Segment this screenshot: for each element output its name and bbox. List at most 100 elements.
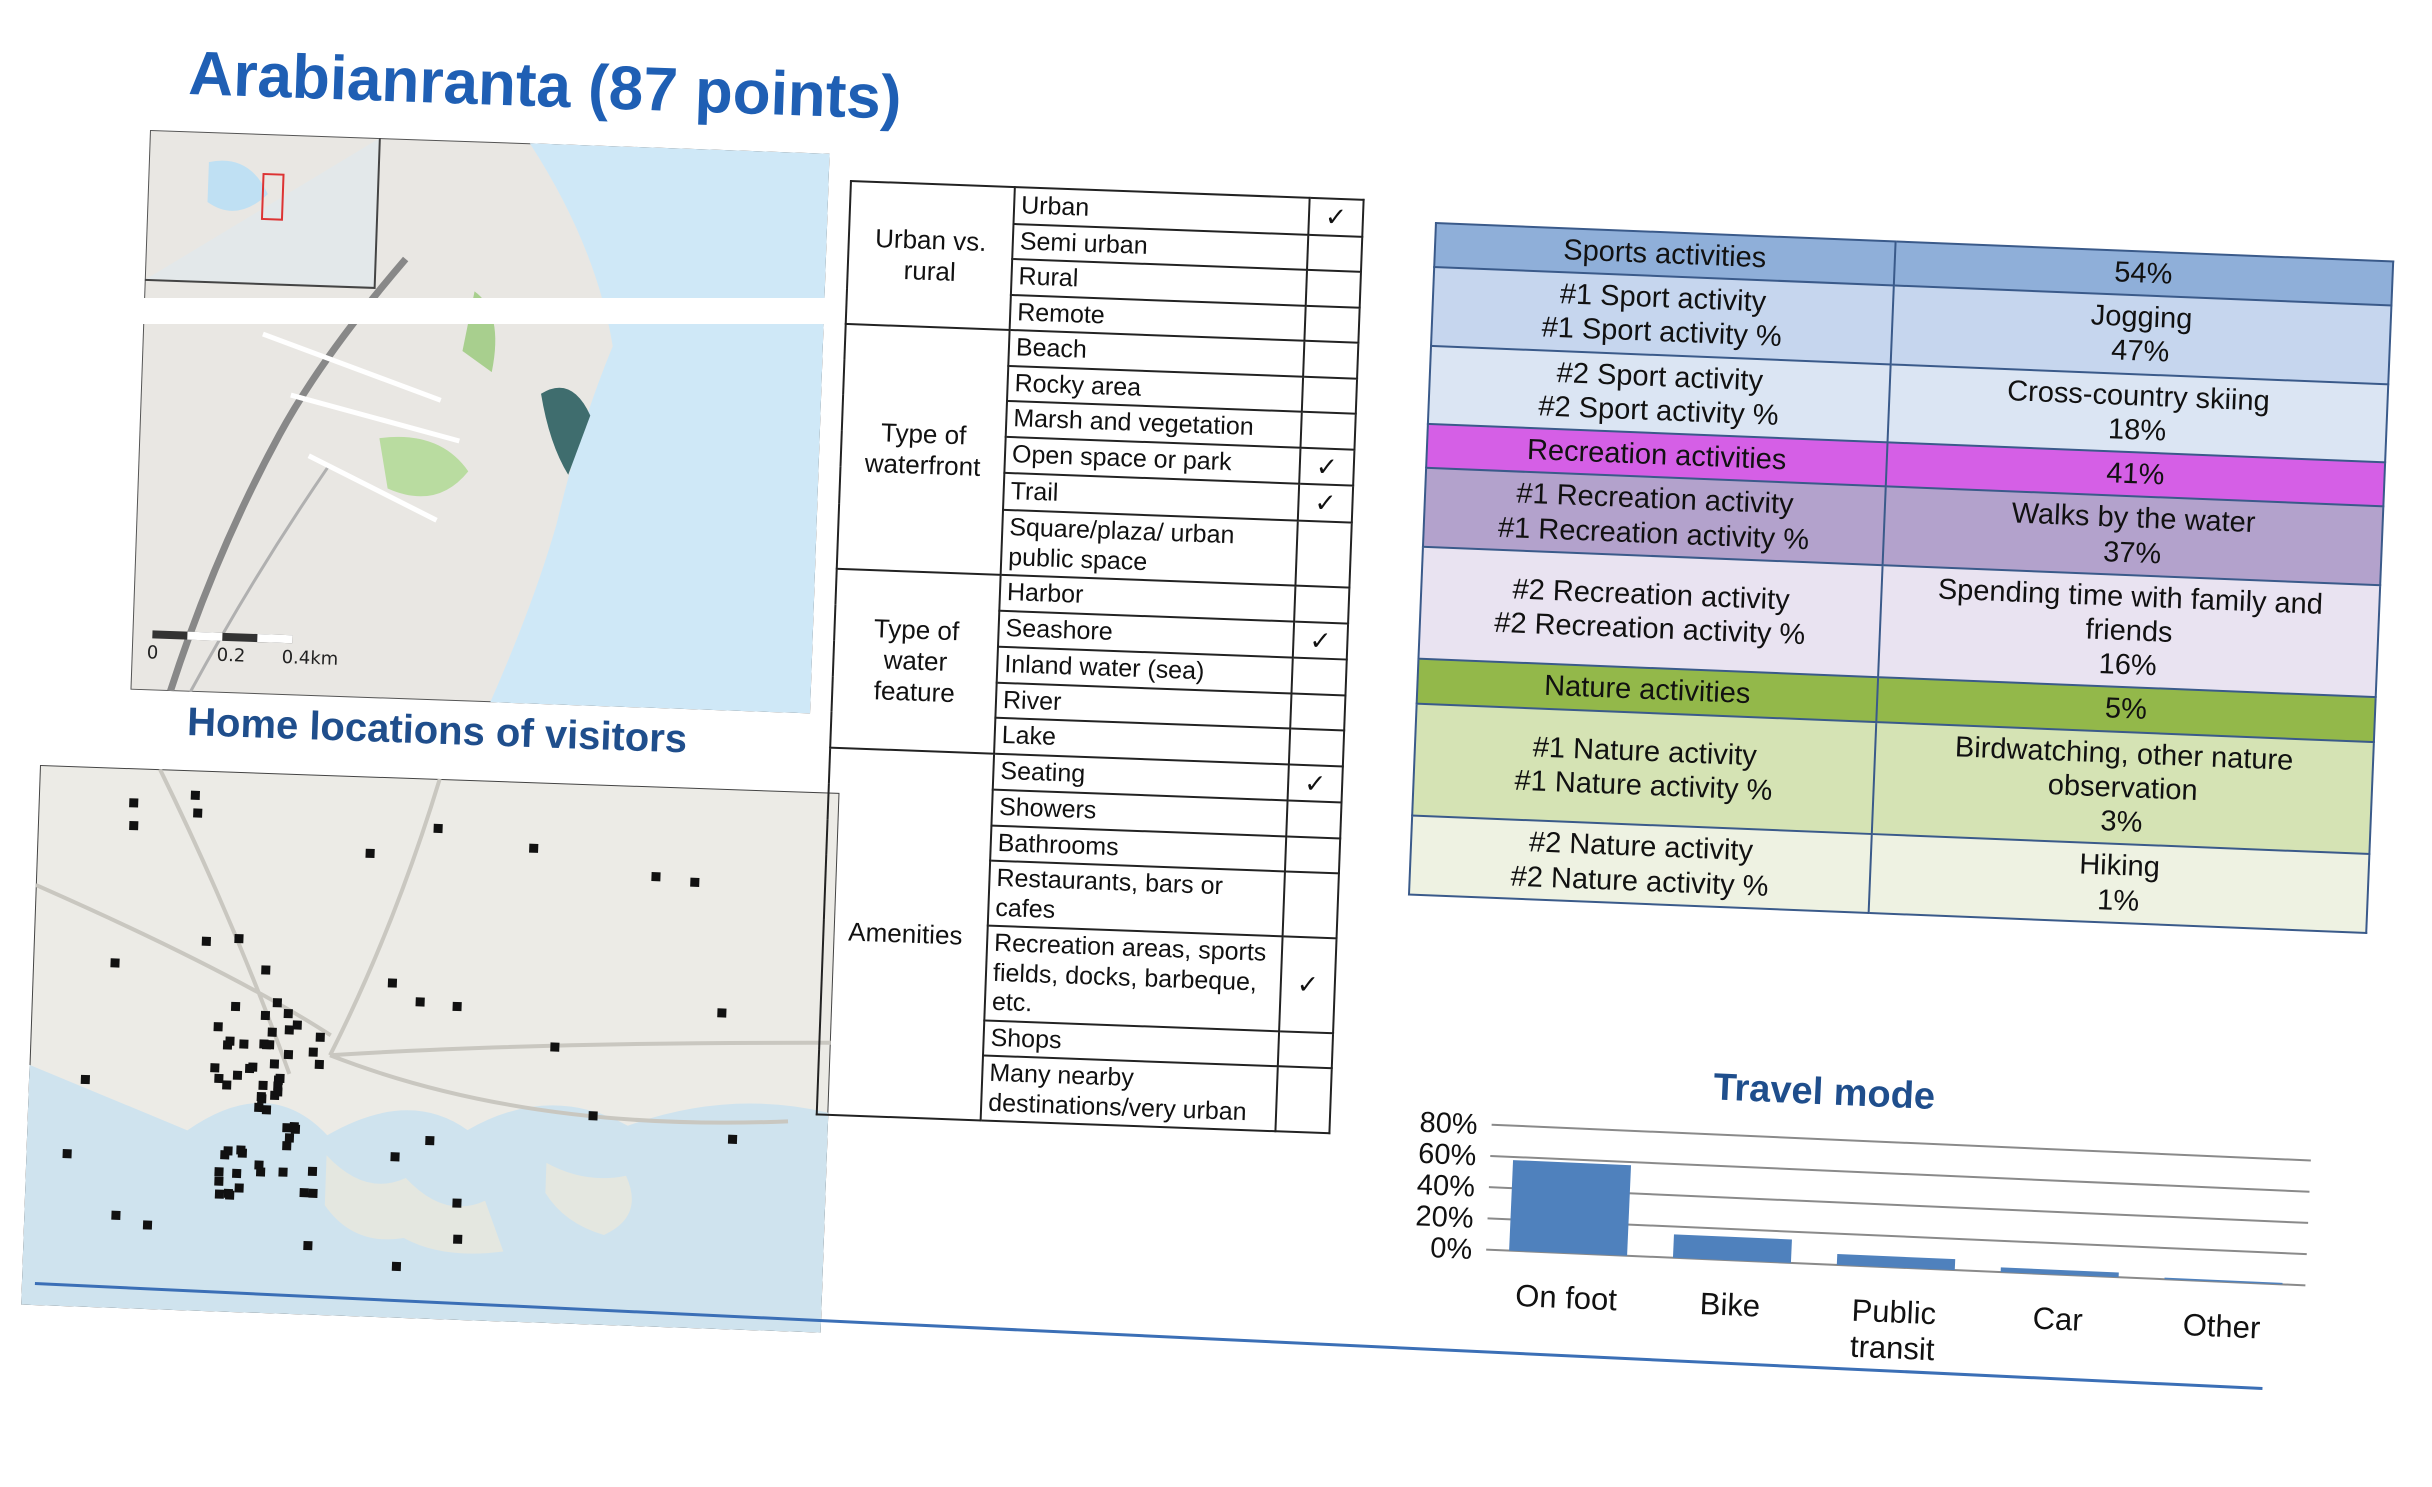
visitor-home-point bbox=[283, 1008, 293, 1019]
activities-table-wrapper: Sports activities 54% #1 Sport activity #1 … bbox=[1408, 222, 2394, 934]
visitor-home-point bbox=[273, 1087, 283, 1097]
visitor-home-point bbox=[262, 1040, 272, 1050]
visitor-home-point bbox=[254, 1102, 264, 1113]
visitor-home-point bbox=[690, 877, 700, 887]
feature-check-cell: ✓ bbox=[1292, 621, 1349, 660]
visitor-home-point bbox=[234, 933, 244, 944]
visitor-home-point bbox=[222, 1080, 232, 1090]
y-tick-label: 40% bbox=[1416, 1169, 1475, 1204]
feature-check-cell bbox=[1291, 657, 1347, 696]
feature-check-cell bbox=[1294, 585, 1350, 624]
bar-other bbox=[2164, 1277, 2283, 1285]
feature-check-cell bbox=[1307, 234, 1363, 272]
feature-check-cell: ✓ bbox=[1279, 936, 1337, 1034]
travel-mode-chart-svg: Travel mode 0%20%40%60%80% On foot Bike Pub… bbox=[1415, 1066, 2311, 1367]
visitor-home-point bbox=[225, 1190, 235, 1200]
visitor-home-point bbox=[272, 998, 283, 1008]
feature-check-cell bbox=[1290, 693, 1346, 731]
visitor-home-point bbox=[282, 1123, 292, 1133]
visitor-home-point bbox=[299, 1188, 309, 1198]
visitor-home-point bbox=[210, 1063, 220, 1073]
bar-bike bbox=[1672, 1234, 1792, 1263]
visitor-home-point bbox=[261, 1105, 272, 1115]
visitor-home-point bbox=[315, 1032, 325, 1042]
visitor-home-point bbox=[717, 1008, 727, 1018]
visitor-home-point bbox=[80, 1074, 91, 1085]
visitor-home-point bbox=[452, 1001, 462, 1012]
visitor-home-point bbox=[214, 1167, 224, 1177]
visitor-home-point bbox=[452, 1198, 462, 1208]
feature-check-cell: ✓ bbox=[1297, 484, 1354, 523]
visitor-home-point bbox=[588, 1111, 598, 1121]
visitor-home-point bbox=[453, 1234, 463, 1244]
visitor-home-point bbox=[129, 798, 139, 808]
visitor-home-point bbox=[232, 1168, 242, 1179]
activity-values: Birdwatching, other nature observation 3% bbox=[1871, 721, 2374, 855]
visitor-home-point bbox=[308, 1188, 318, 1198]
check-mark-icon: ✓ bbox=[1296, 969, 1320, 1000]
feature-group-label: Urban vs. rural bbox=[845, 181, 1015, 331]
visitor-home-point bbox=[267, 1027, 277, 1037]
home-locations-title: Home locations of visitors bbox=[186, 700, 688, 762]
activity-labels: #2 Recreation activity #2 Recreation acti… bbox=[1418, 546, 1883, 678]
check-mark-icon: ✓ bbox=[1309, 624, 1332, 656]
feature-label: Restaurants, bars or cafes bbox=[987, 860, 1285, 937]
visitor-home-point bbox=[284, 1133, 295, 1143]
bar-on-foot bbox=[1509, 1160, 1632, 1256]
visitor-home-point bbox=[225, 1036, 235, 1046]
activity-labels: #1 Nature activity #1 Nature activity % bbox=[1412, 703, 1877, 835]
x-category-label: Other bbox=[2182, 1307, 2261, 1345]
visitor-home-point bbox=[275, 1073, 285, 1084]
check-mark-icon: ✓ bbox=[1324, 201, 1348, 233]
y-tick-label: 0% bbox=[1430, 1232, 1473, 1266]
visitor-home-point bbox=[303, 1240, 313, 1251]
page-title: Arabianranta (87 points) bbox=[187, 38, 903, 133]
features-table: Urban vs. rural Urban ✓ Semi urban Rural Remo… bbox=[816, 180, 1365, 1135]
visitor-home-point bbox=[308, 1047, 318, 1057]
visitor-home-point bbox=[261, 965, 271, 975]
feature-check-cell bbox=[1288, 728, 1345, 767]
feature-check-cell bbox=[1305, 269, 1361, 308]
location-map-graphic: 0 0.2 0.4km bbox=[130, 130, 830, 714]
visitor-home-point bbox=[142, 1220, 153, 1230]
visitor-home-point bbox=[244, 1063, 255, 1074]
visitor-home-point bbox=[651, 872, 661, 882]
visitor-home-point bbox=[213, 1022, 223, 1032]
y-tick-label: 20% bbox=[1415, 1200, 1474, 1235]
travel-mode-chart: Travel mode 0% 20% 40% 60% 80% On foot Bike Pub… bbox=[1368, 1045, 2334, 1466]
feature-check-cell bbox=[1282, 871, 1339, 939]
visitor-home-point bbox=[727, 1134, 738, 1144]
visitor-home-point bbox=[390, 1152, 400, 1162]
feature-check-cell bbox=[1300, 411, 1356, 450]
visitor-home-point bbox=[201, 936, 212, 946]
feature-group-label: Amenities bbox=[816, 747, 995, 1121]
visitor-home-points bbox=[62, 790, 738, 1272]
feature-check-cell: ✓ bbox=[1308, 197, 1364, 237]
activities-table: Sports activities 54% #1 Sport activity #1 … bbox=[1408, 222, 2394, 934]
y-tick-label: 80% bbox=[1419, 1107, 1478, 1142]
visitor-home-point bbox=[365, 848, 375, 859]
feature-group-label: Type of waterfront bbox=[836, 324, 1010, 575]
visitor-home-point bbox=[62, 1149, 72, 1159]
visitor-home-point bbox=[129, 820, 139, 831]
feature-check-cell bbox=[1277, 1031, 1334, 1069]
visitor-home-point bbox=[110, 958, 120, 968]
scale-label-0: 0 bbox=[146, 642, 158, 663]
activity-values: Spending time with family and friends 16% bbox=[1877, 564, 2381, 698]
chart-title: Travel mode bbox=[1713, 1066, 1936, 1118]
visitor-home-point bbox=[307, 1166, 318, 1177]
visitor-home-point bbox=[230, 1001, 241, 1012]
feature-check-cell bbox=[1301, 376, 1358, 414]
visitor-home-point bbox=[391, 1261, 402, 1272]
y-tick-label: 60% bbox=[1418, 1138, 1477, 1173]
feature-check-cell bbox=[1295, 520, 1352, 588]
visitor-home-point bbox=[278, 1167, 288, 1177]
feature-label: Many nearby destinations/very urban bbox=[980, 1055, 1278, 1132]
scale-label-1: 0.2 bbox=[216, 645, 245, 667]
visitor-home-point bbox=[256, 1091, 266, 1102]
feature-check-cell bbox=[1303, 340, 1359, 379]
feature-label: Square/plaza/ urban public space bbox=[1000, 509, 1298, 586]
visitor-home-point bbox=[425, 1135, 435, 1146]
visitor-home-point bbox=[234, 1183, 244, 1193]
